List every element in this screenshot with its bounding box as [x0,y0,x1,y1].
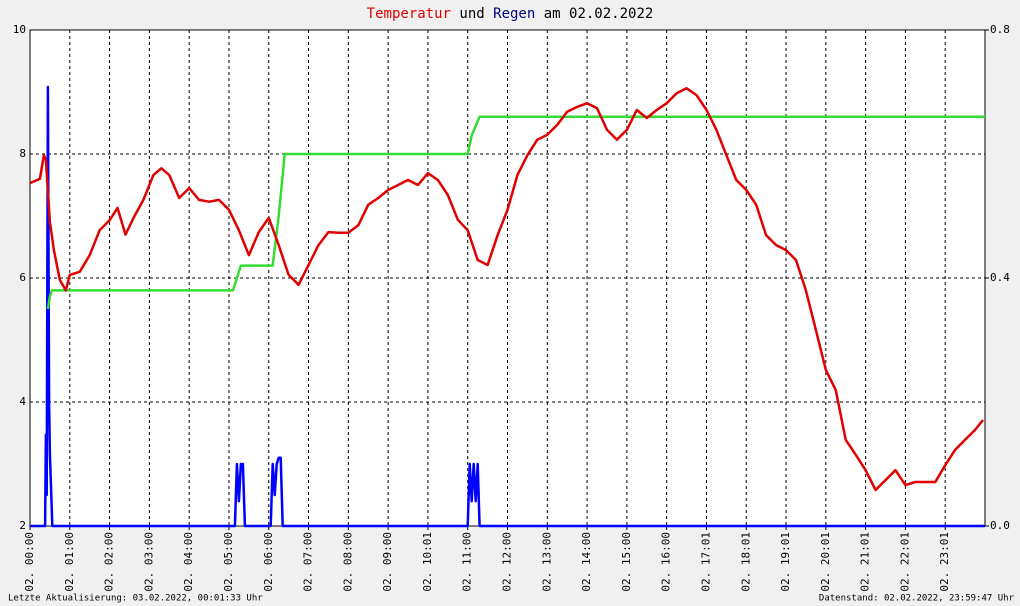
chart-title: Temperatur und Regen am 02.02.2022 [367,6,654,22]
x-tick-label: 02. 18:01 [739,532,752,592]
x-tick-label: 02. 04:00 [182,532,195,592]
series-line [30,85,985,528]
y-tick-label: 8 [19,147,26,160]
x-tick-label: 02. 02:00 [103,532,116,592]
series-line [29,87,984,492]
x-tick-label: 02. 14:00 [580,532,593,592]
y2-tick-label: 0.8 [990,23,1010,36]
y-tick-label: 4 [19,395,26,408]
y2-tick-label: 0.0 [990,519,1010,532]
x-tick-label: 02. 10:01 [421,532,434,592]
x-tick-label: 02. 08:00 [341,532,354,592]
x-tick-label: 02. 22:01 [898,532,911,592]
x-tick-label: 02. 16:00 [660,532,673,592]
y2-tick-label: 0.4 [990,271,1010,284]
footer-left: Letzte Aktualisierung: 03.02.2022, 00:01… [8,594,263,604]
x-tick-label: 02. 01:00 [63,532,76,592]
x-tick-label: 02. 06:00 [262,532,275,592]
x-tick-label: 02. 21:01 [859,532,872,592]
title-part: und [459,6,484,22]
title-part: am 02.02.2022 [544,6,654,22]
x-tick-label: 02. 20:01 [819,532,832,592]
x-tick-label: 02. 07:00 [302,532,315,592]
x-tick-label: 02. 15:00 [620,532,633,592]
y-tick-label: 6 [19,271,26,284]
y-tick-label: 10 [13,23,26,36]
x-tick-label: 02. 19:01 [779,532,792,592]
y-tick-label: 2 [19,519,26,532]
x-tick-label: 02. 03:00 [142,532,155,592]
x-tick-label: 02. 23:01 [938,532,951,592]
series-line [46,115,985,310]
x-tick-label: 02. 11:00 [461,532,474,592]
x-tick-label: 02. 12:00 [501,532,514,592]
x-tick-label: 02. 13:00 [540,532,553,592]
x-tick-label: 02. 17:01 [699,532,712,592]
title-part: Regen [493,6,535,22]
title-part: Temperatur [367,6,451,22]
x-tick-label: 02. 05:00 [222,532,235,592]
x-tick-label: 02. 00:00 [23,532,36,592]
x-tick-label: 02. 09:00 [381,532,394,592]
footer-right: Datenstand: 02.02.2022, 23:59:47 Uhr [819,594,1015,604]
